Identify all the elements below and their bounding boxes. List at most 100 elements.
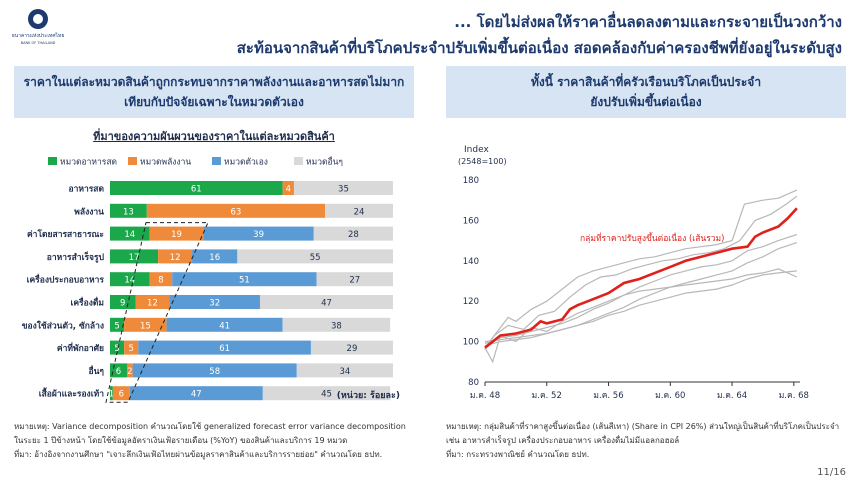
bar-segment [129,386,263,401]
bar-segment [237,249,393,264]
bar-value-label: 58 [209,367,220,377]
right-note-line1: หมายเหตุ: กลุ่มสินค้าที่ราคาสูงขึ้นต่อเน… [446,422,840,431]
bar-segment [135,295,170,309]
bar-segment [310,340,393,355]
grey-series-line [484,189,798,349]
bar-value-label: 2 [127,367,132,377]
bar-segment [293,181,393,195]
bar-segment [172,272,317,287]
right-header-line2: ยังปรับเพิ่มขึ้นต่อเนื่อง [590,95,702,109]
bar-chart-unit-label: (หน่วย: ร้อยละ) [337,390,400,401]
right-note-line3: ที่มา: กระทรวงพาณิชย์ คำนวณโดย ธปท. [446,450,590,459]
bar-segment [192,249,238,264]
x-tick-label: ม.ค. 68 [779,391,809,401]
bar-value-label: 61 [191,185,202,195]
bar-value-label: 47 [321,299,332,309]
bar-value-label: 12 [147,299,158,309]
bar-value-label: 16 [209,253,220,263]
bot-logo: ธนาคารแห่งประเทศไทย BANK OF THAILAND [8,6,68,46]
category-label: เครื่องประกอบอาหาร [27,273,105,286]
bar-value-label: 28 [348,230,359,240]
bar-value-label: 61 [219,344,230,354]
category-label: ของใช้ส่วนตัว, ซักล้าง [22,320,104,331]
bar-value-label: 14 [124,276,135,286]
legend-label: หมวดอาหารสด [60,158,117,168]
bar-segment [146,203,326,218]
bar-value-label: 41 [219,321,230,331]
legend-swatch [294,157,303,165]
x-tick-label: ม.ค. 48 [470,391,500,401]
line-chart-body [484,189,798,364]
bar-chart-legend: หมวดอาหารสด หมวดพลังงาน หมวดตัวเอง หมวดอื่น… [48,156,343,168]
stacked-bar-chart: หมวดอาหารสด หมวดพลังงาน หมวดตัวเอง หมวดอื่น… [22,156,400,403]
line-chart-axes: 80 100 120 140 160 180 ม.ค. 48 ม.ค. 52 ม.ค. 56 ม.… [463,176,809,401]
grey-series-line [484,242,798,343]
page-number: 11/16 [817,467,846,478]
bar-segment [112,386,130,401]
bar-segment [262,386,391,401]
y-tick-label: 160 [463,216,479,226]
bar-value-label: 6 [116,367,121,377]
legend-swatch [212,157,221,165]
bar-segment [149,272,173,287]
category-label: ค่าที่พักอาศัย [57,341,104,354]
y-tick-label: 80 [468,378,479,388]
bar-value-label: 51 [239,276,250,286]
bar-value-label: 8 [158,276,163,286]
right-footnote: หมายเหตุ: กลุ่มสินค้าที่ราคาสูงขึ้นต่อเน… [446,420,839,462]
bar-segment [296,363,393,378]
x-tick-label: ม.ค. 60 [655,391,685,401]
line-chart-ylabel: Index [464,145,489,155]
x-tick-label: ม.ค. 52 [532,391,562,401]
bot-emblem-icon: ธนาคารแห่งประเทศไทย BANK OF THAILAND [12,9,65,45]
bar-value-label: 35 [338,185,349,195]
org-name-th: ธนาคารแห่งประเทศไทย [12,32,65,39]
y-tick-label: 120 [463,297,479,307]
bar-value-label: 38 [331,321,342,331]
grey-series-line [484,233,798,345]
bar-segment [124,340,139,355]
legend-label: หมวดตัวเอง [224,158,268,168]
bar-value-label: 32 [209,299,220,309]
left-header-line2: เทียบกับปัจจัยเฉพาะในหมวดตัวเอง [124,95,304,109]
left-note-line3: ที่มา: อ้างอิงจากงานศึกษา "เจาะลึกเงินเฟ… [14,450,383,459]
bar-segment [166,317,283,332]
bar-segment [110,226,150,241]
bar-value-label: 29 [347,344,358,354]
left-header-line1: ราคาในแต่ละหมวดสินค้าถูกกระทบจากราคาพลัง… [23,75,405,89]
bar-segment [110,181,283,195]
right-note-line2: เช่น อาหารสำเร็จรูป เครื่องประกอบอาหาร เ… [446,436,680,445]
right-panel-header: ทั้งนี้ ราคาสินค้าที่ครัวเรือนบริโภคเป็น… [446,66,846,118]
bar-value-label: 63 [231,207,242,217]
bar-segment [138,340,311,355]
page-title-line1: ... โดยไม่ส่งผลให้ราคาอื่นลดลงตามและกระจ… [454,13,842,31]
bar-segment [259,295,393,309]
bar-value-label: 55 [310,253,321,263]
category-label: เครื่องดื่ม [70,296,104,309]
category-label: อื่นๆ [89,364,105,377]
bar-chart-title: ที่มาของความผันผวนของราคาในแต่ละหมวดสินค… [93,130,335,143]
x-tick-label: ม.ค. 56 [593,391,623,401]
bar-value-label: 14 [124,230,135,240]
x-tick-label: ม.ค. 64 [717,391,747,401]
bar-value-label: 5 [114,344,119,354]
bar-value-label: 1 [109,390,114,400]
bar-segment [110,249,159,264]
y-tick-label: 100 [463,338,479,348]
bar-segment [110,340,125,355]
legend-label: หมวดพลังงาน [140,158,191,168]
legend-label: หมวดอื่นๆ [306,156,343,168]
legend-swatch [128,157,137,165]
grey-series-line [484,268,798,364]
bar-value-label: 17 [129,253,140,263]
bar-value-label: 27 [349,276,360,286]
y-tick-label: 180 [463,176,479,186]
line-chart: Index (2548=100) 80 100 120 140 160 180 ม.ค. 4… [458,145,809,401]
category-label: พลังงาน [74,206,104,217]
bar-value-label: 6 [119,390,124,400]
bar-segment [110,317,125,332]
bar-segment [203,226,314,241]
org-name-en: BANK OF THAILAND [21,41,56,45]
category-label: ค่าโดยสารสาธารณะ [27,229,104,240]
